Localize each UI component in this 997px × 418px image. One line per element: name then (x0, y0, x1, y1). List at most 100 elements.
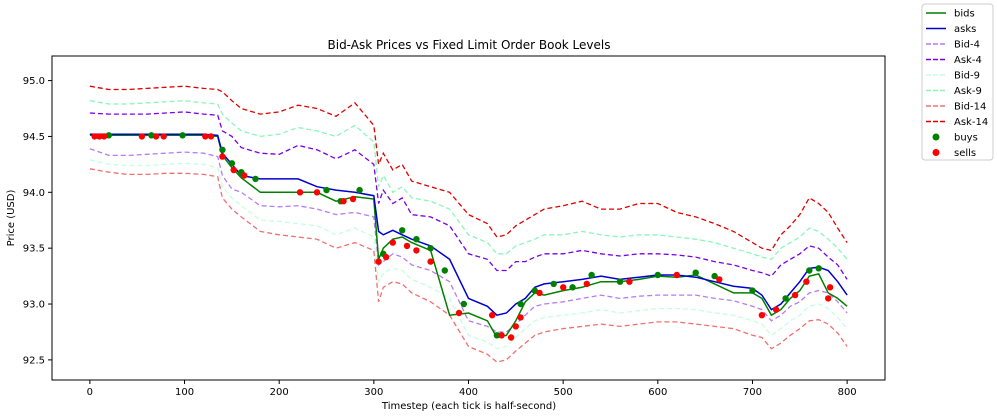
x-tick-label: 700 (743, 387, 762, 398)
sells-point (91, 133, 98, 140)
sells-point (427, 258, 434, 265)
x-tick-label: 200 (270, 387, 289, 398)
sells-point (389, 239, 396, 246)
legend-label-bids: bids (954, 9, 975, 20)
x-tick-label: 100 (175, 387, 194, 398)
plot-lines (89, 85, 848, 363)
sells-point (507, 334, 515, 341)
legend-label-asks: asks (954, 24, 976, 35)
sells-point (803, 278, 810, 285)
x-tick-label: 0 (87, 387, 93, 398)
sells-point (340, 198, 347, 205)
buys-point (252, 175, 259, 183)
legend-marker-sells (932, 149, 940, 156)
sells-point (296, 189, 304, 196)
legend-label-ask-9: Ask-9 (954, 86, 982, 97)
sells-point (241, 172, 248, 179)
legend-label-bid-4: Bid-4 (954, 40, 980, 51)
y-axis: 92.5 93.0 93.5 94.0 94.5 95.0 (23, 76, 52, 366)
sells-point (138, 133, 146, 140)
buys-point (179, 132, 186, 139)
x-tick-label: 600 (648, 387, 667, 398)
buys-point (441, 267, 448, 274)
series-line-ask-4 (89, 111, 848, 280)
sells-point (772, 306, 780, 313)
buys-point (323, 186, 330, 194)
sells-point (673, 271, 680, 279)
x-tick-label: 400 (459, 387, 478, 398)
buys-point (782, 295, 789, 302)
sells-point (716, 276, 723, 283)
y-tick-label: 93.5 (23, 244, 45, 255)
legend-box (921, 3, 994, 161)
legend-marker-buys (932, 133, 940, 141)
y-tick-label: 93.0 (23, 300, 45, 311)
legend: bids asks Bid-4 Ask-4 Bid-9 Ask-9 Bid-14 Ask-14… (921, 3, 994, 161)
buys-point (654, 271, 661, 279)
y-tick-label: 94.0 (23, 188, 45, 199)
buys-point (413, 236, 420, 243)
buys-point (616, 278, 624, 285)
y-axis-label: Price (USD) (6, 190, 17, 247)
buys-point (493, 332, 501, 339)
series-line-bid-9 (89, 159, 848, 350)
legend-label-bid-9: Bid-9 (954, 71, 980, 82)
sells-point (207, 133, 215, 140)
legend-label-ask-4: Ask-4 (954, 55, 982, 66)
legend-label-buys: buys (954, 133, 978, 144)
sells-point (512, 323, 519, 330)
sells-point (152, 133, 160, 140)
x-tick-label: 800 (838, 387, 857, 398)
buys-point (588, 271, 595, 279)
sells-point (626, 278, 633, 285)
x-tick-label: 500 (554, 387, 573, 398)
buys-point (228, 160, 236, 167)
buys-point (399, 227, 406, 234)
sells-point (100, 133, 108, 140)
sells-point (455, 309, 463, 317)
series-line-ask-14 (89, 85, 848, 252)
buys-point (219, 146, 226, 153)
series-line-bid-14 (89, 168, 848, 363)
x-tick-label: 300 (364, 387, 383, 398)
buys-point (460, 300, 467, 308)
buys-point (356, 186, 363, 194)
sells-point (489, 312, 496, 319)
sells-point (791, 291, 799, 299)
sells-point (202, 133, 209, 140)
y-tick-label: 94.5 (23, 132, 45, 143)
legend-label-sells: sells (954, 148, 976, 159)
sells-point (826, 284, 834, 291)
x-axis-label: Timestep (each tick is half-second) (381, 401, 556, 412)
buys-point (711, 272, 718, 280)
sells-point (560, 284, 567, 291)
buys-point (569, 284, 576, 291)
y-tick-label: 92.5 (23, 355, 45, 366)
legend-label-bid-14: Bid-14 (954, 102, 986, 113)
legend-label-ask-14: Ask-14 (954, 117, 988, 128)
sells-point (230, 166, 237, 174)
sells-point (375, 258, 382, 265)
buys-point (427, 245, 434, 252)
buys-point (749, 287, 756, 294)
sells-point (96, 133, 103, 140)
series-line-ask-9 (89, 100, 848, 261)
sells-point (160, 133, 167, 140)
sells-point (219, 153, 226, 160)
plot-points (91, 132, 834, 341)
x-axis: 0 100 200 300 400 500 600 700 800 (87, 380, 857, 398)
sells-point (382, 253, 390, 261)
sells-point (349, 195, 357, 203)
sells-point (536, 289, 543, 297)
y-tick-label: 95.0 (23, 76, 45, 87)
sells-point (583, 280, 590, 288)
buys-point (517, 300, 524, 308)
buys-point (806, 267, 813, 274)
sells-point (498, 332, 505, 339)
sells-point (517, 314, 524, 321)
buys-point (550, 280, 557, 288)
sells-point (758, 312, 766, 319)
sells-point (825, 295, 832, 302)
